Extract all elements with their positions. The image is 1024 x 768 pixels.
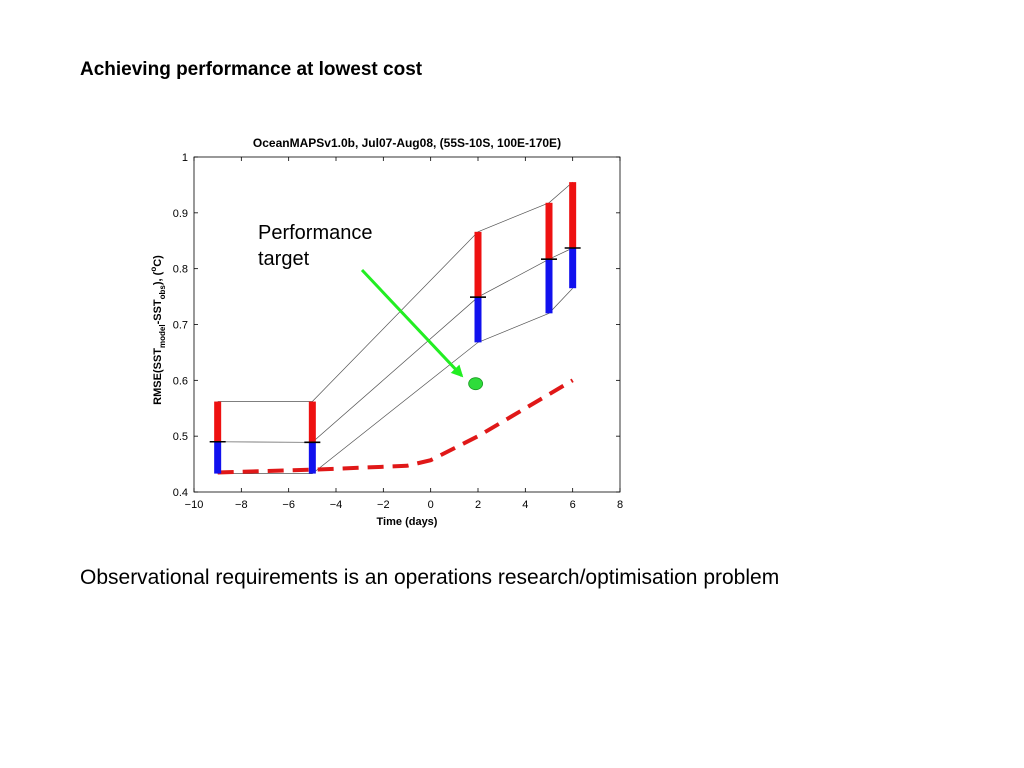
target-line-group	[217, 378, 574, 475]
x-axis-label: Time (days)	[377, 516, 438, 528]
bar-upper-2	[474, 231, 482, 298]
y-axis-label-part: C)	[152, 255, 164, 267]
y-tick-label: 1	[182, 152, 188, 164]
bar-lower-3	[545, 259, 553, 314]
y-tick-label: 0.4	[173, 487, 188, 499]
bar-lower-2	[474, 297, 482, 343]
y-tick-label: 0.8	[173, 264, 188, 276]
y-axis-label-part: RMSE(SST	[152, 348, 164, 405]
x-tick-label: 8	[617, 499, 623, 511]
x-tick-label: −8	[235, 499, 248, 511]
chart-title: OceanMAPSv1.0b, Jul07-Aug08, (55S-10S, 1…	[253, 136, 561, 150]
annotation-arrow	[360, 268, 464, 378]
x-tick-label: 6	[570, 499, 576, 511]
y-axis-label-part: ), (	[152, 271, 164, 285]
bar-upper-1	[308, 401, 316, 443]
bar-upper-3	[545, 202, 553, 260]
y-axis-label-part: model	[158, 324, 167, 348]
y-axis-label-text: RMSE(SSTmodel-SSTobs), (oC)	[149, 255, 167, 405]
y-tick-label: 0.9	[173, 208, 188, 220]
x-tick-label: 0	[428, 499, 434, 511]
x-tick-label: −2	[377, 499, 390, 511]
y-tick-label: 0.7	[173, 320, 188, 332]
envelope-line-high	[217, 181, 573, 402]
annotation-text-line: target	[258, 248, 310, 270]
axes: −10 −8 −6 −4 −2 0 2 4 6 8 0.4 0.5 0.6 0.7 0.8 0.9 1	[173, 152, 623, 511]
y-axis-label-part: -SST	[152, 299, 164, 324]
envelope-line-low	[217, 287, 573, 474]
y-axis-label-part: obs	[158, 285, 167, 300]
x-tick-label: −6	[282, 499, 295, 511]
y-axis-label-part: o	[149, 267, 158, 272]
x-tick-label: 2	[475, 499, 481, 511]
annotation-group: Performance target	[258, 222, 484, 391]
bar-upper-4	[569, 182, 577, 249]
range-bars	[209, 182, 581, 474]
annotation-text-line: Performance	[258, 222, 373, 244]
y-axis-label: RMSE(SSTmodel-SSTobs), (oC)	[149, 255, 167, 405]
x-tick-label: −4	[330, 499, 343, 511]
bar-upper-0	[214, 401, 222, 442]
footer-text: Observational requirements is an operati…	[80, 566, 780, 589]
x-tick-label: 4	[522, 499, 528, 511]
x-tick-label: −10	[185, 499, 204, 511]
bar-lower-1	[308, 442, 316, 474]
slide-title: Achieving performance at lowest cost	[80, 59, 423, 80]
performance-target-point	[468, 377, 484, 391]
bar-lower-0	[214, 441, 222, 474]
target-dashed-line	[217, 378, 574, 475]
y-tick-label: 0.5	[173, 431, 188, 443]
y-tick-label: 0.6	[173, 375, 188, 387]
bar-lower-4	[569, 248, 577, 289]
